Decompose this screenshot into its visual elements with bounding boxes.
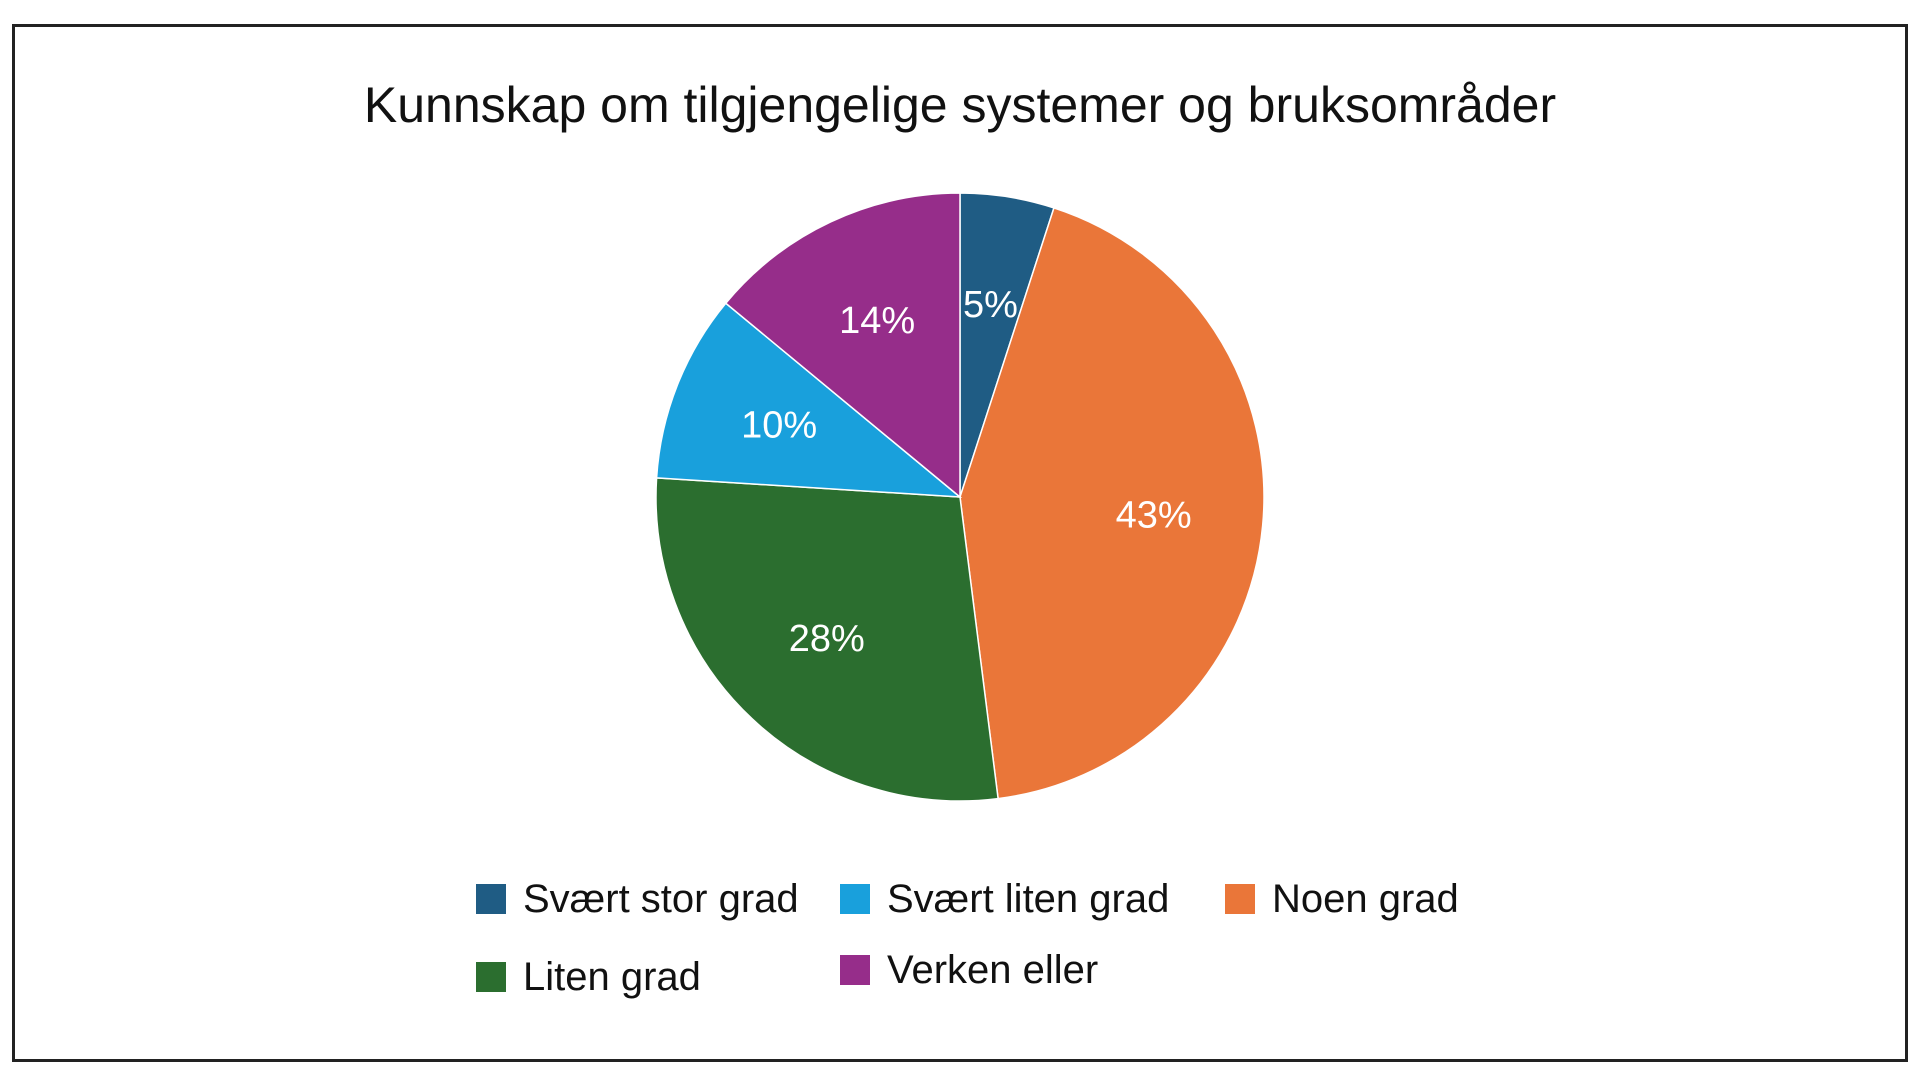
legend-item-noen-grad: Noen grad: [1225, 877, 1459, 921]
legend-swatch-verken-eller: [840, 955, 870, 985]
legend-label-verken-eller: Verken eller: [887, 947, 1099, 992]
pie-label-svaert-stor-grad: 5%: [963, 284, 1018, 326]
legend-label-liten-grad: Liten grad: [523, 954, 701, 999]
pie-slice-liten-grad: [655, 477, 999, 802]
legend-item-liten-grad: Liten grad: [476, 955, 701, 999]
legend-label-noen-grad: Noen grad: [1272, 876, 1459, 921]
legend-item-svaert-stor-grad: Svært stor grad: [476, 877, 799, 921]
legend-label-svaert-liten-grad: Svært liten grad: [887, 876, 1170, 921]
legend-label-svaert-stor-grad: Svært stor grad: [523, 876, 799, 921]
chart-title: Kunnskap om tilgjengelige systemer og br…: [363, 77, 1557, 133]
legend-item-verken-eller: Verken eller: [840, 948, 1098, 992]
pie-label-liten-grad: 28%: [789, 618, 865, 660]
legend-item-svaert-liten-grad: Svært liten grad: [840, 877, 1169, 921]
legend-swatch-svaert-stor-grad: [476, 884, 506, 914]
pie-label-noen-grad: 43%: [1116, 494, 1192, 536]
pie-slice-svaert-liten-grad: [655, 302, 963, 498]
legend-swatch-svaert-liten-grad: [840, 884, 870, 914]
pie-slice-noen-grad: [959, 206, 1265, 800]
pie-label-svaert-liten-grad: 10%: [741, 404, 817, 446]
pie-slice-verken-eller: [724, 192, 961, 499]
legend-swatch-noen-grad: [1225, 884, 1255, 914]
pie-label-verken-eller: 14%: [839, 300, 915, 342]
legend-swatch-liten-grad: [476, 962, 506, 992]
